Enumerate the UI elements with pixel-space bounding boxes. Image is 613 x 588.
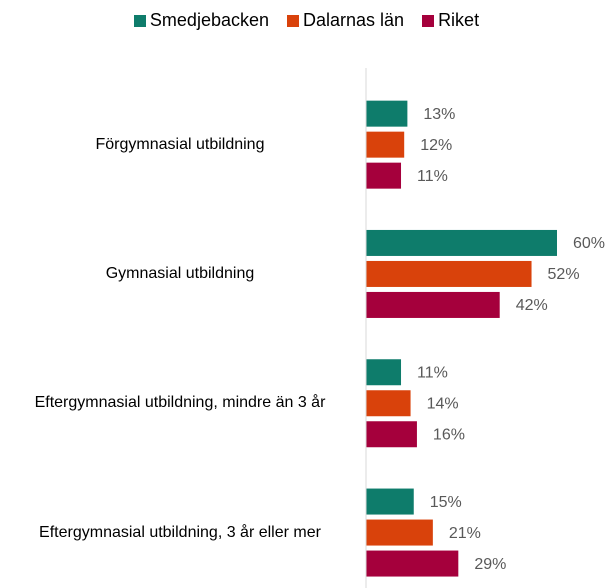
data-label: 13% xyxy=(423,106,455,123)
data-label: 16% xyxy=(433,426,465,443)
data-label: 11% xyxy=(417,364,448,381)
legend-swatch xyxy=(133,14,146,27)
category-label: Förgymnasial utbildning xyxy=(95,135,265,153)
legend-item: Dalarnas län xyxy=(287,10,404,31)
category-label: Eftergymnasial utbildning, 3 år eller me… xyxy=(39,523,321,541)
data-label: 60% xyxy=(573,235,605,252)
legend-label: Dalarnas län xyxy=(303,10,405,30)
data-label: 14% xyxy=(427,395,459,412)
bar xyxy=(366,260,532,287)
category-label: Gymnasial utbildning xyxy=(105,264,255,282)
bar xyxy=(366,131,405,158)
data-label: 21% xyxy=(449,525,481,542)
bar xyxy=(366,229,557,256)
legend-item: Riket xyxy=(422,10,479,31)
legend-swatch xyxy=(422,14,435,27)
data-label: 15% xyxy=(430,494,462,511)
data-label: 29% xyxy=(474,556,506,573)
bar xyxy=(366,359,402,386)
bar xyxy=(366,162,402,189)
category-label: Eftergymnasial utbildning, mindre än 3 å… xyxy=(34,394,326,412)
data-label: 12% xyxy=(420,137,452,154)
legend-label: Riket xyxy=(438,10,480,30)
bar xyxy=(366,488,414,515)
bar xyxy=(366,519,433,546)
data-label: 11% xyxy=(417,168,448,185)
bar xyxy=(366,550,459,577)
bar xyxy=(366,100,408,127)
legend-swatch xyxy=(287,14,299,27)
data-label: 52% xyxy=(548,266,580,283)
bar xyxy=(366,390,411,417)
bar xyxy=(366,421,417,448)
legend: Smedjebacken Dalarnas län Riket xyxy=(0,10,613,31)
bar xyxy=(366,291,500,318)
legend-item: Smedjebacken xyxy=(133,10,269,31)
legend-label: Smedjebacken xyxy=(149,10,269,30)
data-label: 42% xyxy=(516,297,548,314)
